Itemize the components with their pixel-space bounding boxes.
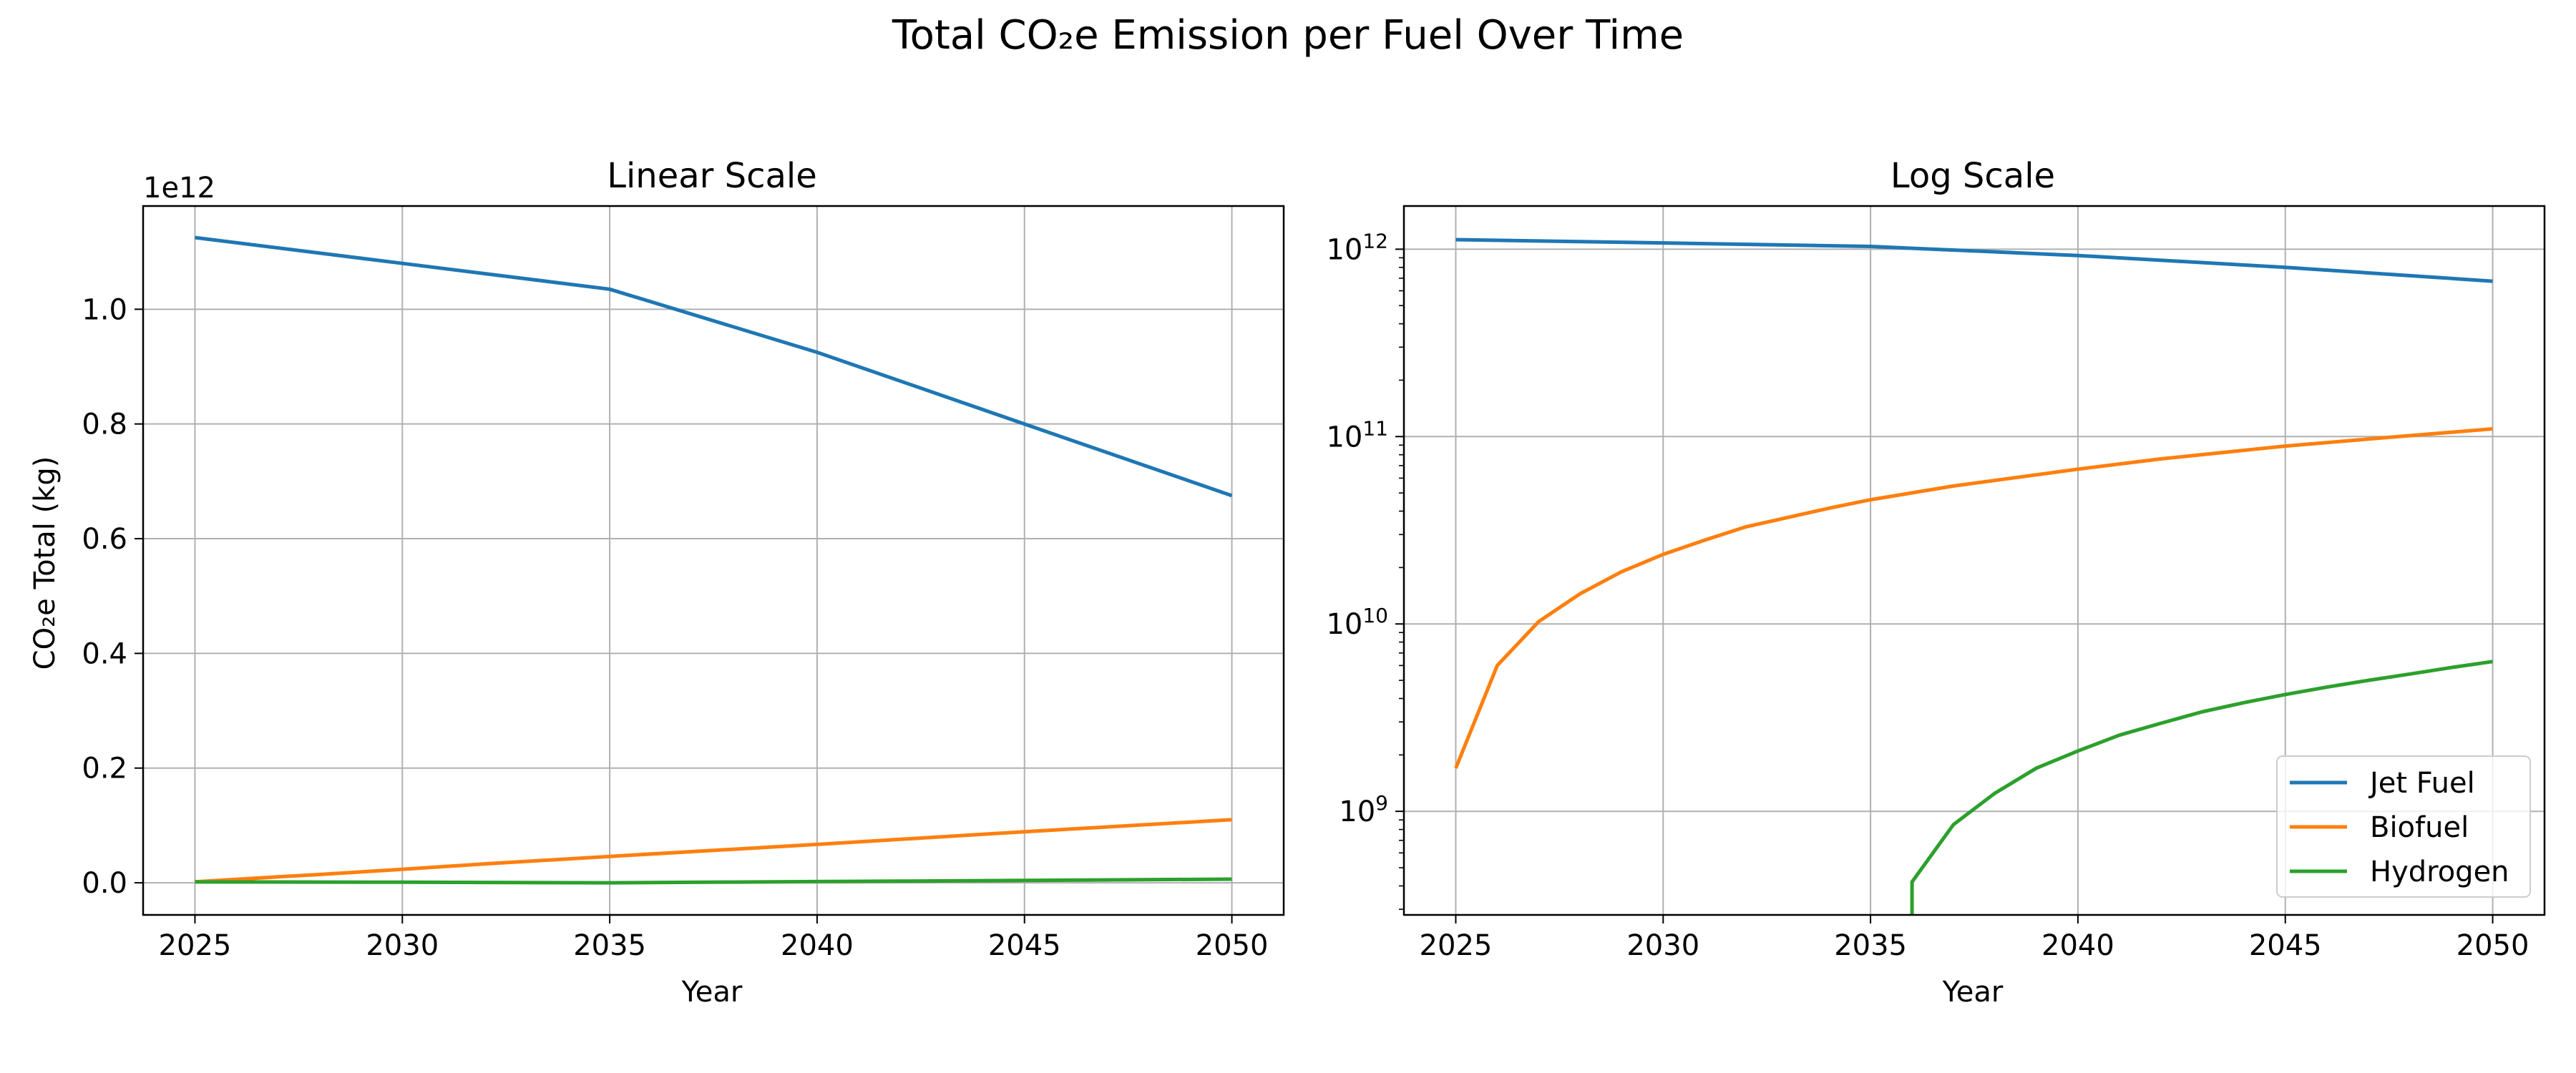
linear-axes-frame	[142, 205, 1285, 916]
linear-x-tick-label: 2040	[781, 929, 854, 962]
legend: Jet Fuel Biofuel Hydrogen	[2276, 755, 2531, 898]
log-series-biofuel	[1454, 427, 2493, 769]
linear-offset-label: 1e12	[143, 172, 215, 205]
log-x-axis-label: Year	[1942, 976, 2004, 1009]
linear-y-tick-label: 0.8	[82, 408, 127, 441]
linear-series-group	[195, 235, 1233, 885]
log-axes-frame	[1402, 205, 2546, 916]
log-x-tick-label: 2045	[2249, 929, 2322, 962]
linear-y-tick-label: 0.6	[82, 523, 127, 556]
log-y-tick-label: 1011	[1326, 416, 1388, 454]
linear-x-tick-label: 2050	[1196, 929, 1269, 962]
log-x-tick-label: 2030	[1626, 929, 1699, 962]
log-x-tick-label: 2025	[1420, 929, 1493, 962]
linear-x-tick-label: 2030	[366, 929, 439, 962]
linear-series-jet-fuel	[195, 235, 1233, 498]
log-series-group	[1454, 237, 2493, 915]
log-y-tick-label: 1010	[1326, 604, 1388, 642]
linear-panel-title: Linear Scale	[607, 156, 817, 196]
linear-x-tick-label: 2035	[573, 929, 646, 962]
linear-scale-panel: Linear Scale 1e12 Year CO₂e Total (kg) 2…	[29, 156, 1285, 1009]
linear-y-tick-label: 0.2	[82, 753, 127, 785]
figure-title: Total CO₂e Emission per Fuel Over Time	[892, 12, 1684, 59]
log-series-hydrogen	[1910, 660, 2493, 915]
linear-y-axis-label: CO₂e Total (kg)	[29, 456, 62, 670]
log-x-tick-label: 2050	[2457, 929, 2529, 962]
linear-series-hydrogen	[195, 877, 1232, 885]
linear-y-tick-label: 1.0	[82, 293, 127, 326]
log-x-tick-label: 2040	[2041, 929, 2114, 962]
linear-series-biofuel	[195, 818, 1232, 884]
legend-label-biofuel: Biofuel	[2370, 811, 2469, 844]
log-series-jet-fuel	[1455, 237, 2493, 283]
legend-label-hydrogen: Hydrogen	[2370, 856, 2509, 888]
log-scale-panel: Log Scale Year 2025 2030 2035 2040 2045 2050 1…	[1326, 156, 2546, 1009]
log-x-tick-label: 2035	[1834, 929, 1907, 962]
legend-frame	[2276, 755, 2531, 898]
log-y-tick-label: 1012	[1326, 229, 1388, 267]
linear-y-tick-label: 0.4	[82, 637, 127, 670]
linear-x-tick-label: 2025	[159, 929, 232, 962]
log-y-tick-label: 109	[1339, 791, 1388, 829]
log-panel-title: Log Scale	[1890, 156, 2055, 196]
linear-x-axis-label: Year	[681, 976, 743, 1009]
linear-y-tick-label: 0.0	[82, 867, 127, 900]
linear-x-tick-label: 2045	[988, 929, 1061, 962]
legend-label-jet-fuel: Jet Fuel	[2368, 767, 2475, 800]
